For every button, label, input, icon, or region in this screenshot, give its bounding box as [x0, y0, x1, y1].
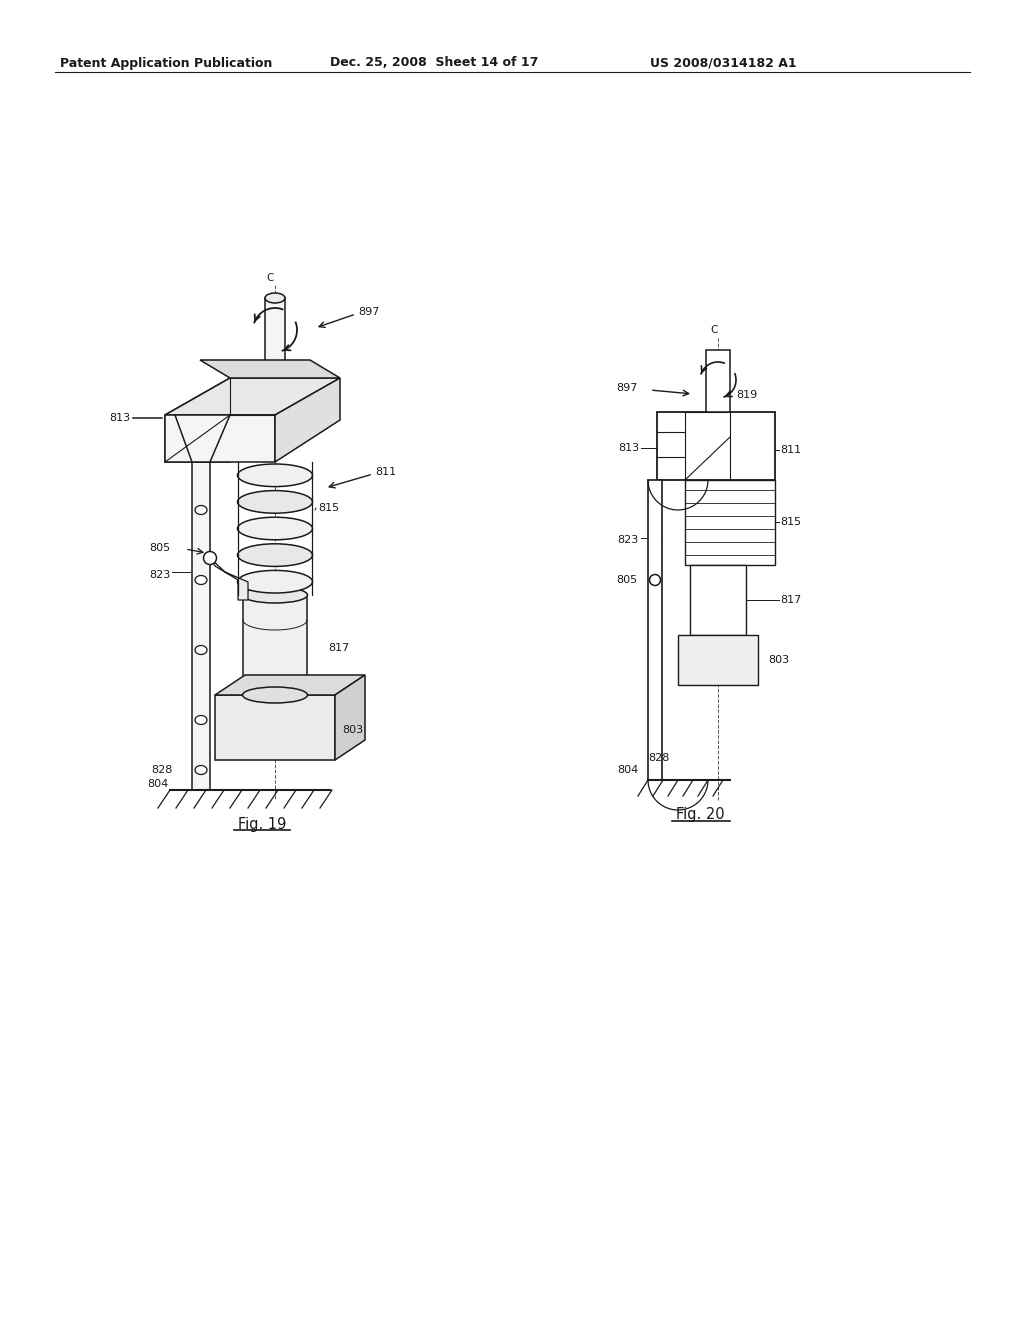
Text: 897: 897	[616, 383, 638, 393]
Text: Patent Application Publication: Patent Application Publication	[60, 57, 272, 70]
Text: 823: 823	[148, 570, 170, 579]
Text: 815: 815	[780, 517, 801, 527]
Ellipse shape	[238, 465, 312, 487]
Text: 828: 828	[648, 752, 670, 763]
Polygon shape	[685, 480, 775, 565]
Text: C: C	[711, 325, 718, 335]
Text: 819: 819	[736, 389, 758, 400]
Text: 813: 813	[109, 413, 130, 422]
Ellipse shape	[195, 506, 207, 515]
Ellipse shape	[265, 293, 285, 304]
Text: 805: 805	[615, 576, 637, 585]
Text: 819: 819	[316, 383, 337, 393]
Polygon shape	[165, 378, 230, 462]
Text: Fig. 19: Fig. 19	[238, 817, 286, 833]
Polygon shape	[193, 462, 210, 789]
Text: C: C	[266, 273, 273, 282]
Ellipse shape	[195, 576, 207, 585]
Ellipse shape	[195, 645, 207, 655]
Text: US 2008/0314182 A1: US 2008/0314182 A1	[650, 57, 797, 70]
Polygon shape	[210, 558, 248, 601]
Ellipse shape	[204, 552, 216, 565]
Ellipse shape	[238, 517, 312, 540]
Ellipse shape	[195, 715, 207, 725]
Polygon shape	[215, 675, 365, 696]
Ellipse shape	[238, 491, 312, 513]
Ellipse shape	[238, 570, 312, 593]
Ellipse shape	[649, 574, 660, 586]
Text: 805: 805	[148, 543, 170, 553]
Text: 813: 813	[617, 444, 639, 453]
Text: Fig. 20: Fig. 20	[676, 808, 724, 822]
Polygon shape	[648, 480, 662, 780]
Ellipse shape	[238, 544, 312, 566]
Polygon shape	[265, 298, 285, 380]
Text: 811: 811	[375, 467, 396, 477]
Text: 815: 815	[318, 503, 339, 513]
Text: 828: 828	[152, 766, 173, 775]
Polygon shape	[706, 350, 730, 412]
Text: 817: 817	[780, 595, 801, 605]
Polygon shape	[200, 360, 340, 378]
Text: Dec. 25, 2008  Sheet 14 of 17: Dec. 25, 2008 Sheet 14 of 17	[330, 57, 539, 70]
Text: 804: 804	[616, 766, 638, 775]
Text: 897: 897	[358, 308, 379, 317]
Text: 811: 811	[780, 445, 801, 455]
Text: 804: 804	[146, 779, 168, 789]
Ellipse shape	[243, 686, 307, 704]
Text: 823: 823	[617, 535, 639, 545]
Polygon shape	[215, 696, 335, 760]
Polygon shape	[275, 378, 340, 462]
Text: 817: 817	[328, 643, 349, 653]
Polygon shape	[657, 412, 775, 480]
Ellipse shape	[243, 587, 307, 603]
Polygon shape	[243, 595, 307, 696]
Polygon shape	[678, 635, 758, 685]
Ellipse shape	[248, 374, 302, 387]
Text: 803: 803	[768, 655, 790, 665]
Polygon shape	[335, 675, 365, 760]
Text: 803: 803	[342, 725, 364, 735]
Ellipse shape	[195, 766, 207, 775]
Polygon shape	[690, 565, 746, 635]
Polygon shape	[165, 414, 275, 462]
Polygon shape	[165, 378, 340, 414]
